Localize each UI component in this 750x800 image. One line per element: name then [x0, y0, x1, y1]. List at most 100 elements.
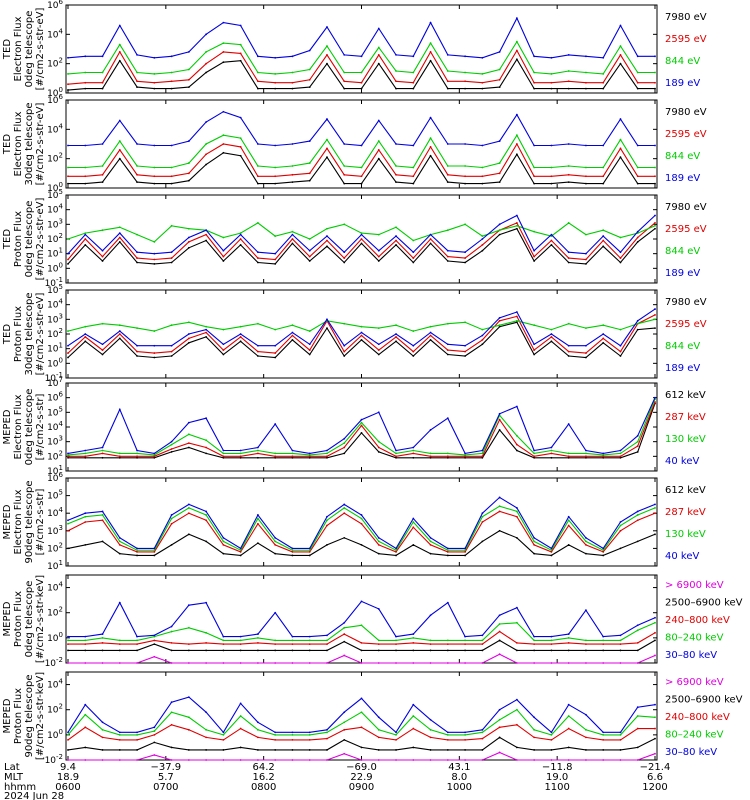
data-point — [257, 728, 259, 731]
data-point — [567, 636, 570, 639]
data-point — [326, 452, 328, 455]
data-point — [222, 731, 225, 734]
data-point — [481, 235, 484, 237]
data-point — [619, 452, 622, 455]
data-point — [464, 455, 466, 458]
data-point — [429, 540, 432, 543]
data-point — [308, 68, 311, 71]
data-point — [429, 338, 432, 341]
data-point — [326, 455, 328, 458]
data-point — [118, 749, 121, 751]
data-point — [239, 238, 242, 240]
data-point — [101, 55, 104, 58]
data-point — [257, 251, 259, 254]
data-point — [257, 517, 259, 520]
data-point — [636, 540, 639, 543]
data-point — [654, 314, 656, 316]
data-point — [343, 738, 346, 741]
y-axis-label: Electron Flux — [13, 16, 24, 81]
data-point — [239, 52, 242, 55]
data-point — [567, 423, 570, 425]
data-point — [205, 325, 208, 328]
data-point — [602, 341, 605, 344]
legend-entry: 40 keV — [665, 456, 699, 467]
data-point — [136, 53, 138, 56]
y-tick-label: 102 — [47, 541, 63, 554]
data-point — [101, 81, 104, 84]
data-point — [498, 324, 501, 327]
data-point — [291, 635, 294, 638]
data-point — [498, 233, 501, 236]
data-point — [619, 649, 622, 652]
data-point — [464, 749, 466, 751]
data-point — [118, 643, 121, 646]
data-point — [481, 737, 484, 740]
data-point — [101, 255, 104, 258]
series-line-3 — [67, 318, 656, 332]
y-tick-label: 103 — [47, 435, 63, 448]
y-tick-label: 104 — [47, 678, 63, 691]
data-point — [136, 649, 138, 652]
data-point — [429, 242, 432, 245]
footer-hhmm: 0800 — [251, 782, 276, 793]
data-point — [187, 241, 190, 243]
data-point — [343, 728, 346, 731]
y-axis-label: Proton Flux — [13, 591, 24, 647]
data-point — [636, 434, 639, 437]
legend-entry: 80–240 keV — [665, 730, 724, 741]
data-point — [550, 643, 553, 646]
data-point — [498, 162, 501, 164]
data-point — [343, 621, 346, 624]
data-point — [326, 327, 328, 330]
data-point — [326, 318, 328, 321]
data-point — [395, 749, 397, 751]
data-point — [412, 517, 415, 520]
footer-row-label: MLT — [4, 772, 24, 783]
data-point — [170, 251, 173, 254]
data-point — [498, 510, 501, 513]
data-point — [84, 746, 87, 749]
legend-entry: 2500–6900 keV — [665, 694, 743, 705]
y-axis-label: 0deg telescope — [24, 389, 35, 466]
legend-entry: 7980 eV — [665, 12, 707, 23]
data-point — [567, 519, 570, 522]
data-point — [84, 238, 87, 240]
data-point — [654, 308, 656, 310]
data-point — [136, 71, 138, 74]
data-point — [446, 731, 449, 734]
y-tick-label: 106 — [47, 0, 63, 11]
data-point — [257, 759, 259, 761]
data-point — [377, 759, 380, 761]
data-point — [550, 635, 553, 638]
data-point — [550, 549, 553, 552]
data-point — [308, 452, 311, 455]
data-point — [446, 662, 449, 664]
data-point — [498, 140, 501, 142]
data-point — [205, 519, 208, 522]
data-point — [567, 452, 570, 455]
data-point — [429, 456, 432, 459]
data-point — [187, 716, 190, 719]
data-point — [360, 55, 363, 58]
footer-hhmm: 1100 — [544, 782, 569, 793]
data-point — [619, 738, 622, 741]
data-point — [360, 232, 363, 235]
data-point — [153, 547, 156, 550]
data-point — [412, 144, 415, 147]
data-point — [429, 639, 432, 642]
data-point — [205, 452, 208, 455]
data-point — [464, 165, 466, 167]
data-point — [585, 749, 587, 751]
data-point — [67, 738, 69, 741]
data-point — [429, 146, 432, 148]
data-point — [464, 175, 466, 178]
data-point — [84, 543, 87, 546]
data-point — [585, 87, 587, 90]
data-point — [429, 59, 432, 62]
data-point — [308, 330, 311, 332]
data-point — [377, 255, 380, 258]
data-point — [326, 737, 328, 740]
data-point — [101, 349, 104, 352]
data-point — [257, 261, 259, 264]
